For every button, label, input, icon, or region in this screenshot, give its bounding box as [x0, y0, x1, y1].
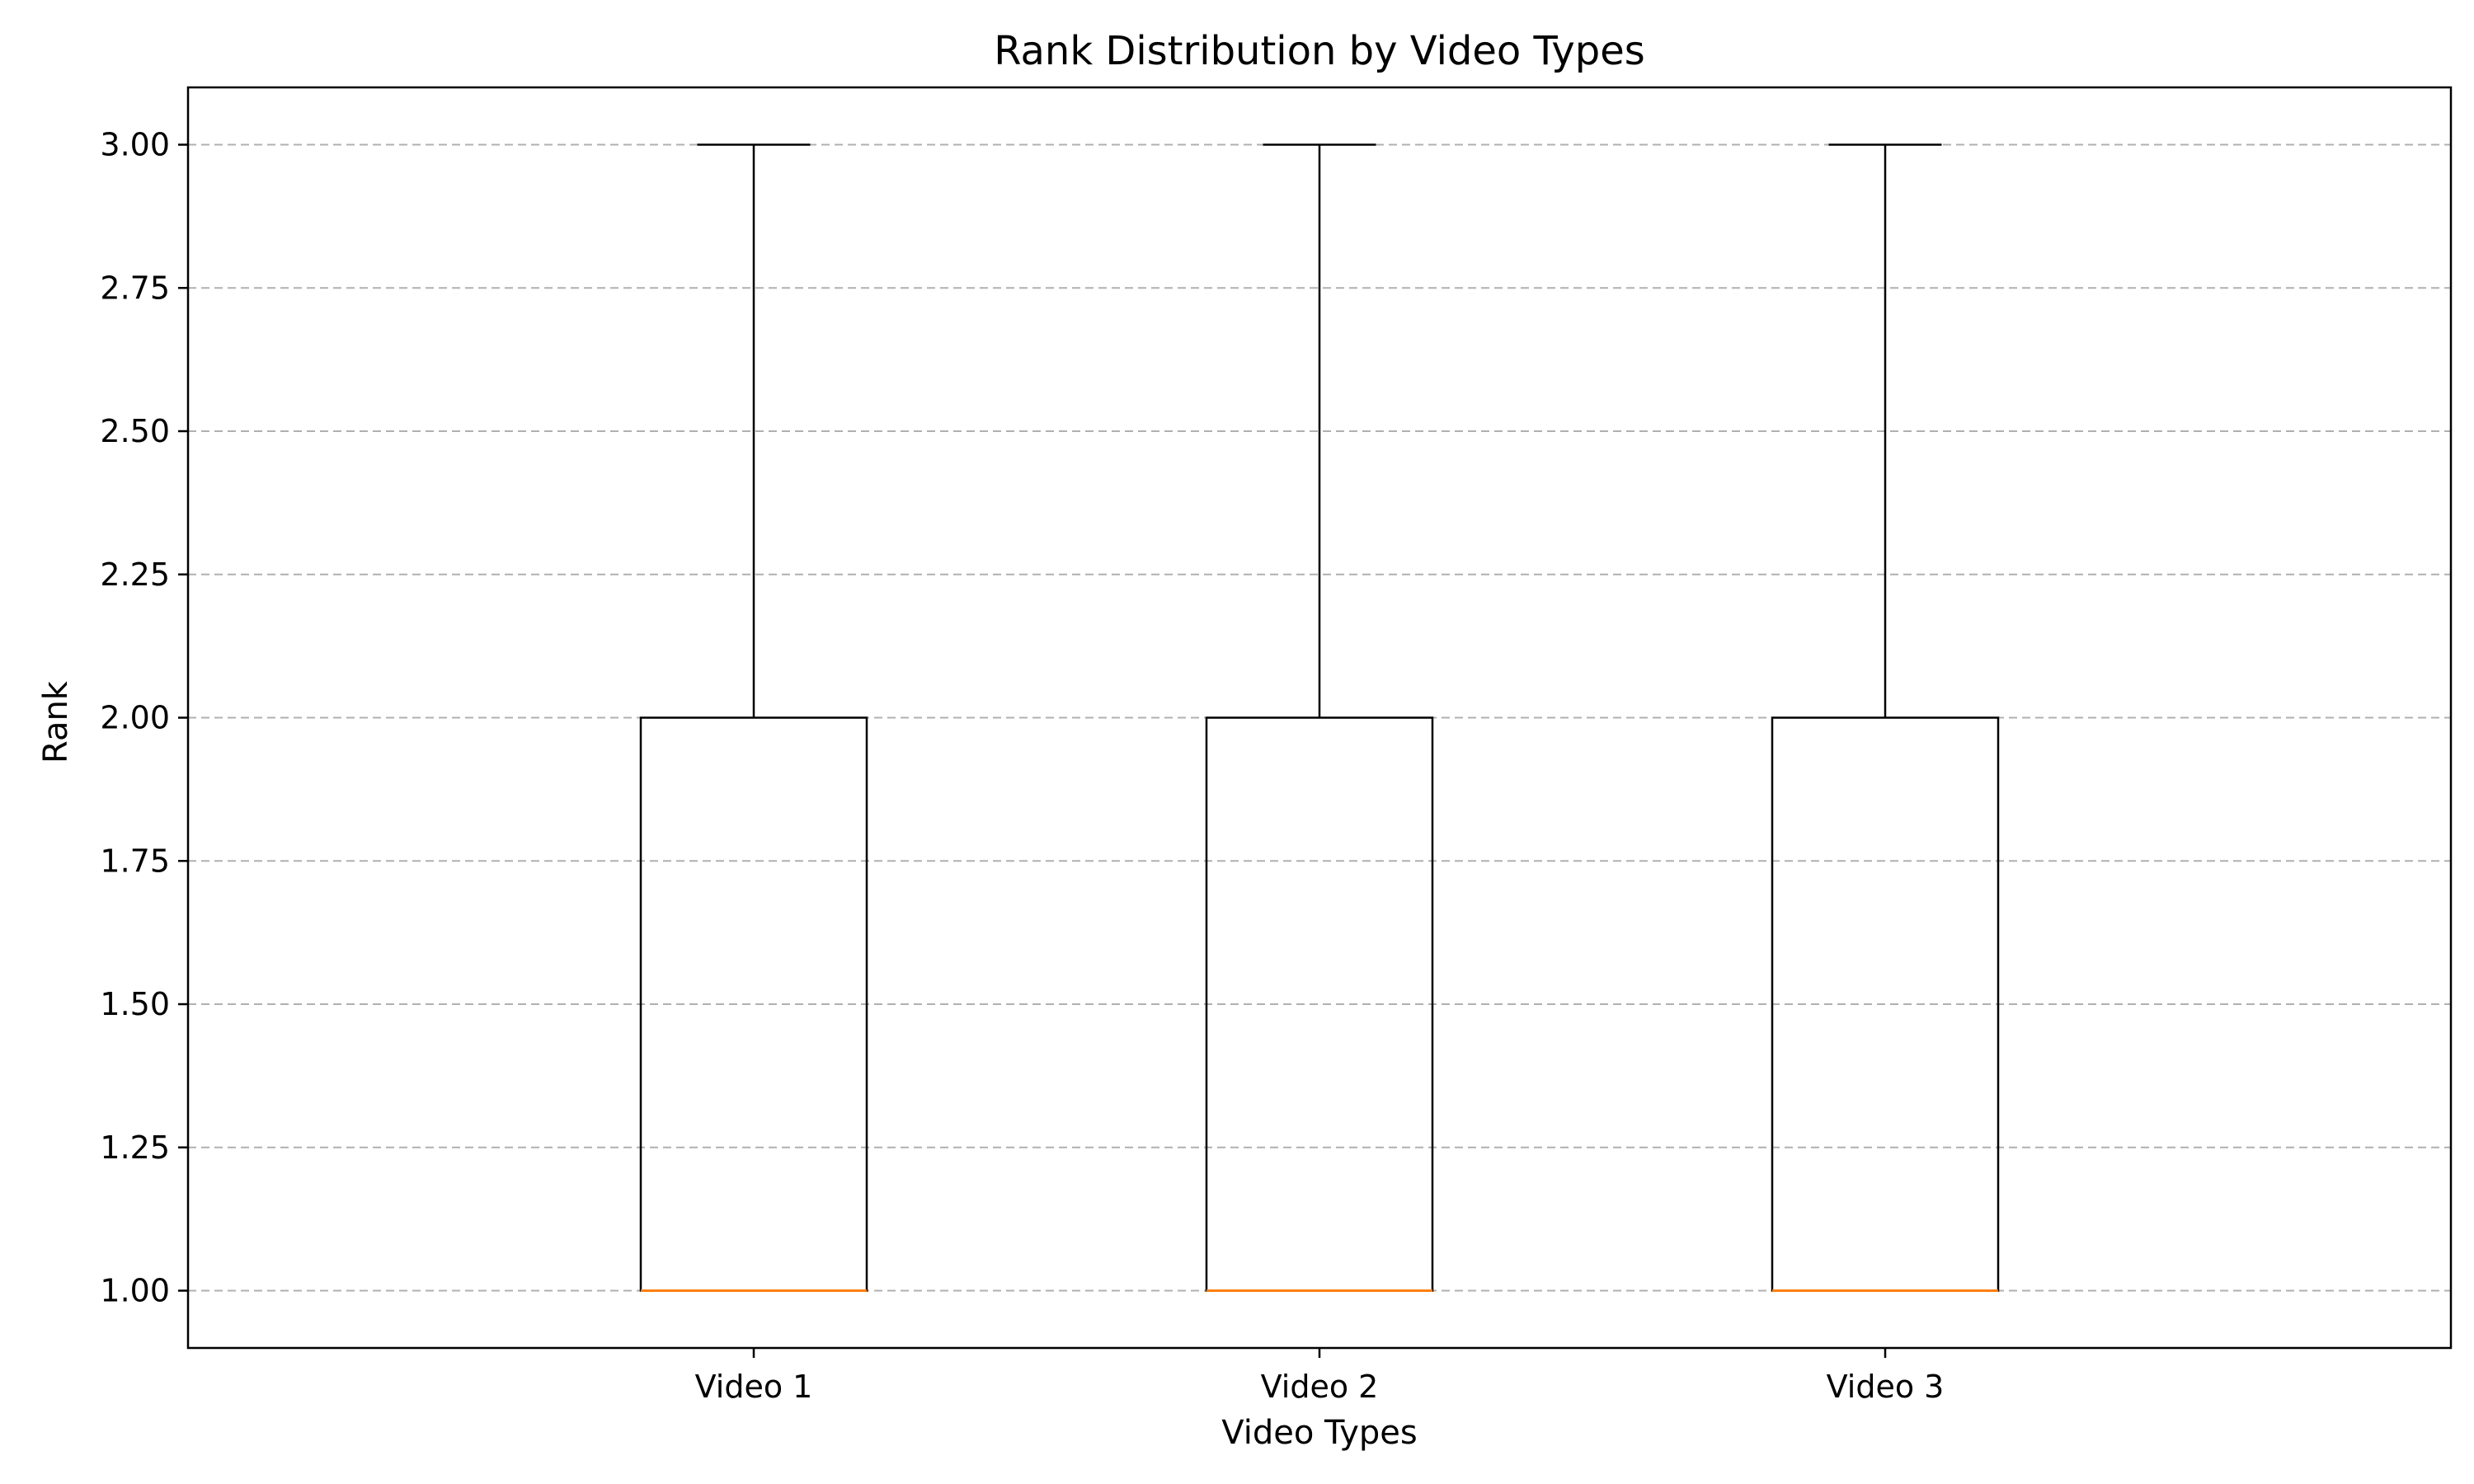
y-tick-label: 1.25 [100, 1129, 170, 1166]
y-tick-label: 2.50 [100, 413, 170, 449]
grid-lines [188, 143, 2451, 1292]
y-tick-label: 3.00 [100, 127, 170, 163]
x-tick-label: Video 3 [1827, 1369, 1945, 1405]
y-tick-label: 1.50 [100, 986, 170, 1022]
y-axis-ticks: 1.00 1.25 1.50 1.75 2.00 2.25 2.50 2.75 3.00 [100, 127, 188, 1309]
x-axis-ticks: Video 1 Video 2 Video 3 [695, 1348, 1945, 1405]
chart-title: Rank Distribution by Video Types [994, 28, 1645, 74]
x-tick-label: Video 2 [1261, 1369, 1379, 1405]
x-axis-label: Video Types [1221, 1414, 1418, 1452]
box-3 [1771, 143, 2000, 1292]
y-axis-label: Rank [37, 680, 75, 763]
box-1 [639, 143, 868, 1292]
y-tick-label: 2.00 [100, 700, 170, 736]
x-tick-label: Video 1 [695, 1369, 813, 1405]
boxes-group [639, 143, 2000, 1292]
y-tick-label: 1.75 [100, 843, 170, 879]
y-tick-label: 1.00 [100, 1273, 170, 1309]
y-tick-label: 2.25 [100, 556, 170, 593]
box-2 [1205, 143, 1434, 1292]
y-tick-label: 2.75 [100, 270, 170, 306]
